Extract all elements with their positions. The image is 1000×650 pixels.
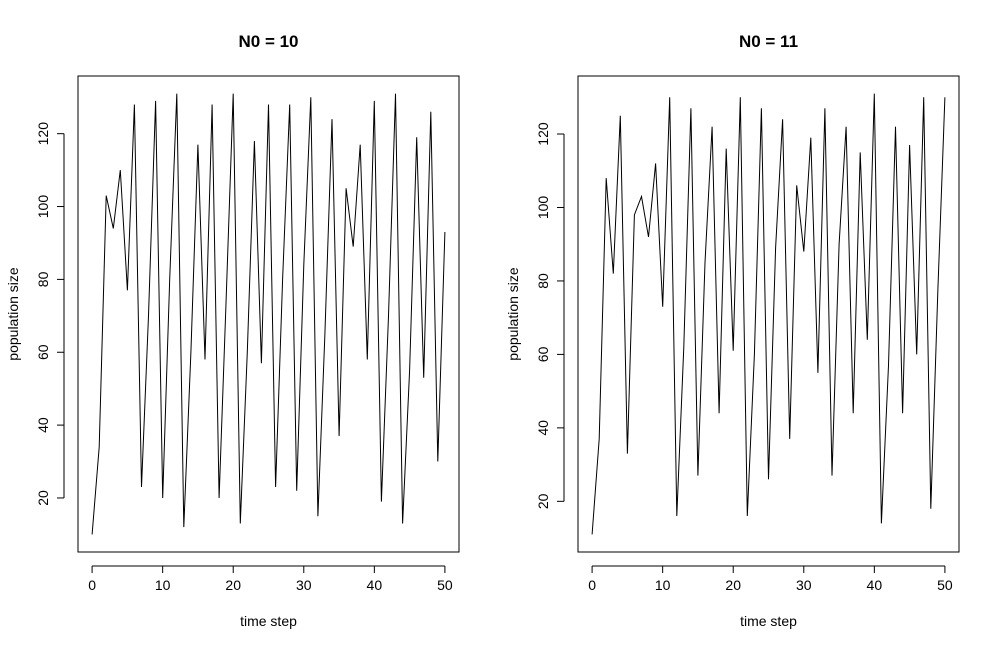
- x-tick-label: 40: [867, 577, 883, 593]
- chart-panel-1: N0 = 10 0 10 20 30 40 50 20 40 60 80 100 120 time ste…: [5, 32, 460, 629]
- y-tick-label: 100: [535, 196, 551, 220]
- x-tick-label: 10: [155, 577, 171, 593]
- chart-title: N0 = 10: [238, 32, 298, 51]
- y-axis-label: population size: [505, 267, 521, 361]
- y-tick-label: 20: [35, 490, 51, 506]
- y-tick-label: 80: [535, 273, 551, 289]
- y-tick-label: 120: [535, 122, 551, 146]
- y-tick-label: 40: [535, 420, 551, 436]
- x-tick-label: 10: [655, 577, 671, 593]
- y-tick-label: 40: [35, 417, 51, 433]
- chart-panel-2: N0 = 11 0 10 20 30 40 50 20 40 60 80 100 120 time ste…: [505, 32, 960, 629]
- x-tick-label: 50: [937, 577, 953, 593]
- y-tick-label: 120: [35, 122, 51, 146]
- chart-title: N0 = 11: [739, 32, 798, 51]
- x-tick-label: 30: [296, 577, 312, 593]
- x-tick-label: 20: [225, 577, 241, 593]
- x-tick-label: 40: [367, 577, 383, 593]
- series-line: [91, 93, 446, 535]
- plot-frame: [77, 75, 460, 553]
- y-tick-label: 60: [35, 344, 51, 360]
- x-tick-label: 0: [88, 577, 96, 593]
- y-axis-label: population size: [5, 267, 21, 361]
- y-tick-label: 20: [535, 493, 551, 509]
- y-tick-label: 60: [535, 346, 551, 362]
- plot-frame: [577, 75, 960, 553]
- x-axis-label: time step: [240, 613, 297, 629]
- x-tick-label: 20: [725, 577, 741, 593]
- y-tick-label: 80: [35, 271, 51, 287]
- y-tick-label: 100: [35, 195, 51, 219]
- series-line: [591, 93, 946, 535]
- x-tick-label: 30: [796, 577, 812, 593]
- x-tick-label: 50: [437, 577, 453, 593]
- x-tick-label: 0: [588, 577, 596, 593]
- x-axis-label: time step: [740, 613, 797, 629]
